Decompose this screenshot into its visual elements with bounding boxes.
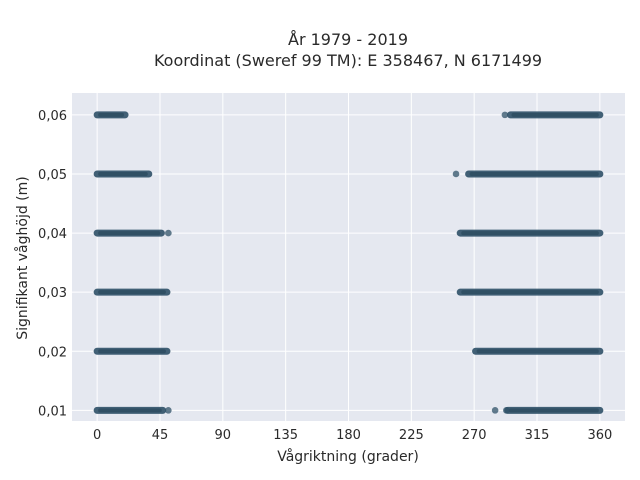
data-point bbox=[452, 170, 460, 178]
data-point bbox=[165, 229, 172, 237]
x-tick-label: 90 bbox=[215, 428, 232, 443]
x-axis-label: Vågriktning (grader) bbox=[277, 448, 419, 465]
x-tick-label: 45 bbox=[152, 428, 169, 443]
x-tick-label: 360 bbox=[587, 428, 612, 443]
x-tick-label: 180 bbox=[336, 428, 361, 443]
data-point bbox=[165, 407, 172, 414]
data-point bbox=[501, 111, 509, 119]
chart-title-line1: År 1979 - 2019 bbox=[288, 30, 408, 49]
x-tick-label: 225 bbox=[399, 428, 424, 443]
x-tick-label: 135 bbox=[273, 428, 298, 443]
y-tick-label: 0,01 bbox=[38, 404, 67, 419]
y-tick-label: 0,03 bbox=[38, 286, 67, 301]
data-points bbox=[93, 111, 604, 414]
chart-title-line2: Koordinat (Sweref 99 TM): E 358467, N 61… bbox=[154, 51, 542, 70]
data-point bbox=[491, 407, 499, 414]
x-axis-ticks: 0 45 90 135 180 225 270 315 360 bbox=[93, 428, 612, 443]
data-point bbox=[503, 407, 510, 414]
x-tick-label: 315 bbox=[525, 428, 550, 443]
y-axis-ticks: 0,01 0,02 0,03 0,04 0,05 0,06 bbox=[38, 109, 67, 419]
y-tick-label: 0,06 bbox=[38, 109, 67, 124]
y-tick-label: 0,05 bbox=[38, 168, 67, 183]
y-axis-label: Signifikant våghöjd (m) bbox=[14, 176, 31, 339]
y-tick-label: 0,02 bbox=[38, 345, 67, 360]
x-tick-label: 270 bbox=[462, 428, 487, 443]
x-tick-label: 0 bbox=[93, 428, 101, 443]
y-tick-label: 0,04 bbox=[38, 227, 67, 242]
